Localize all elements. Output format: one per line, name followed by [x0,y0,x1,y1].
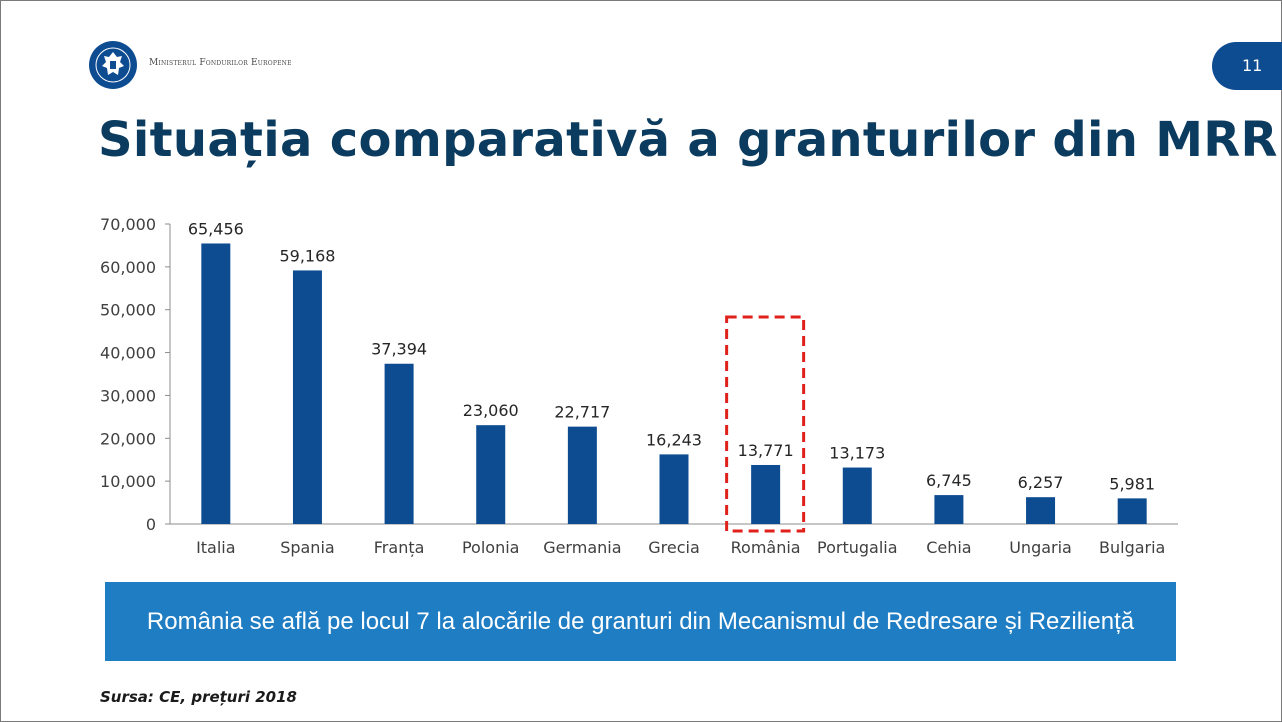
x-tick-label: Polonia [462,538,520,557]
x-tick-label: Bulgaria [1099,538,1165,557]
data-label: 16,243 [646,430,702,449]
bar-germania [567,426,597,524]
bar-românia [751,464,781,524]
y-tick-label: 40,000 [100,344,156,363]
data-label: 13,771 [738,441,794,460]
y-tick-label: 60,000 [100,258,156,277]
bar-polonia [476,425,506,524]
page-number-badge: 11 [1212,42,1282,90]
y-tick-label: 50,000 [100,301,156,320]
data-label: 37,394 [371,340,427,359]
x-tick-label: Cehia [926,538,971,557]
bar-bulgaria [1117,498,1147,524]
y-tick-label: 30,000 [100,386,156,405]
data-label: 65,456 [188,219,244,238]
bar-ungaria [1026,497,1056,524]
y-tick-label: 20,000 [100,429,156,448]
bar-grecia [659,454,689,524]
source-note: Sursa: CE, prețuri 2018 [100,688,297,706]
x-tick-label: Italia [196,538,236,557]
data-label: 5,981 [1109,474,1155,493]
x-tick-label: România [731,538,801,557]
data-label: 6,745 [926,471,972,490]
x-tick-label: Franța [374,538,425,557]
x-tick-label: Portugalia [817,538,898,557]
bar-spania [292,270,322,524]
x-tick-label: Spania [280,538,335,557]
government-seal-icon [89,41,137,89]
data-label: 13,173 [829,444,885,463]
highlight-box [725,315,806,533]
data-label: 6,257 [1018,473,1064,492]
bar-italia [201,243,231,524]
summary-banner: România se află pe locul 7 la alocările … [105,582,1176,661]
bar-portugalia [842,467,872,524]
ministry-name: Ministerul Fondurilor Europene [149,58,292,68]
data-label: 23,060 [463,401,519,420]
data-label: 59,168 [279,246,335,265]
bar-franța [384,363,414,524]
x-tick-label: Grecia [648,538,700,557]
x-tick-label: Ungaria [1009,538,1072,557]
y-tick-label: 70,000 [100,215,156,234]
bar-chart: 0 10,000 20,000 30,000 40,000 50,000 60,000 70,… [100,215,1178,557]
page-number: 11 [1242,56,1263,75]
y-tick-label: 10,000 [100,472,156,491]
slide-title: Situația comparativă a granturilor din M… [98,112,1278,168]
summary-banner-text: România se află pe locul 7 la alocările … [146,607,1135,635]
bar-cehia [934,495,964,524]
y-tick-label: 0 [146,515,156,534]
x-tick-label: Germania [543,538,621,557]
data-label: 22,717 [554,403,610,422]
